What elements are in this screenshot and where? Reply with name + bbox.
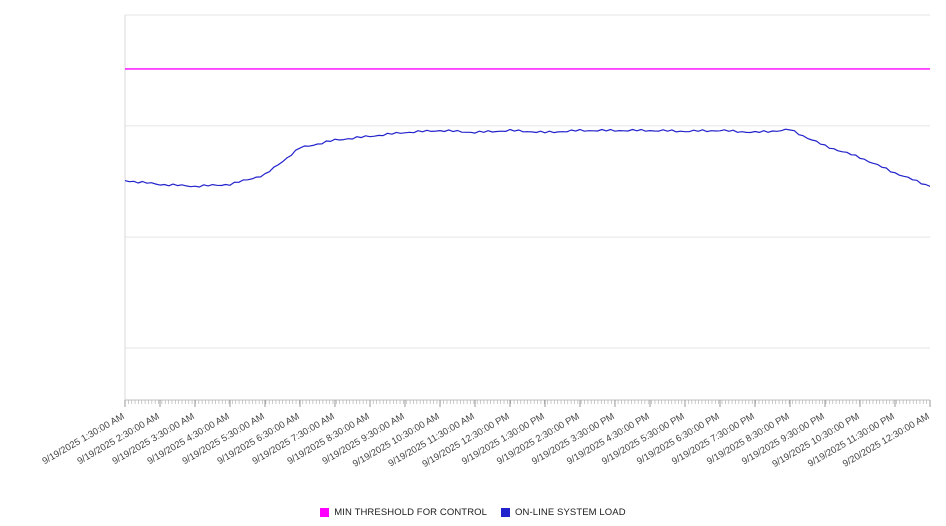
load-swatch-icon xyxy=(501,508,511,517)
legend-label-load: ON-LINE SYSTEM LOAD xyxy=(515,507,626,518)
load-line xyxy=(124,128,931,188)
threshold-swatch-icon xyxy=(320,508,330,517)
chart-legend: MIN THRESHOLD FOR CONTROL ON-LINE SYSTEM… xyxy=(0,507,946,518)
legend-item-load: ON-LINE SYSTEM LOAD xyxy=(501,507,626,518)
legend-label-threshold: MIN THRESHOLD FOR CONTROL xyxy=(334,507,488,518)
legend-item-threshold: MIN THRESHOLD FOR CONTROL xyxy=(320,507,487,518)
